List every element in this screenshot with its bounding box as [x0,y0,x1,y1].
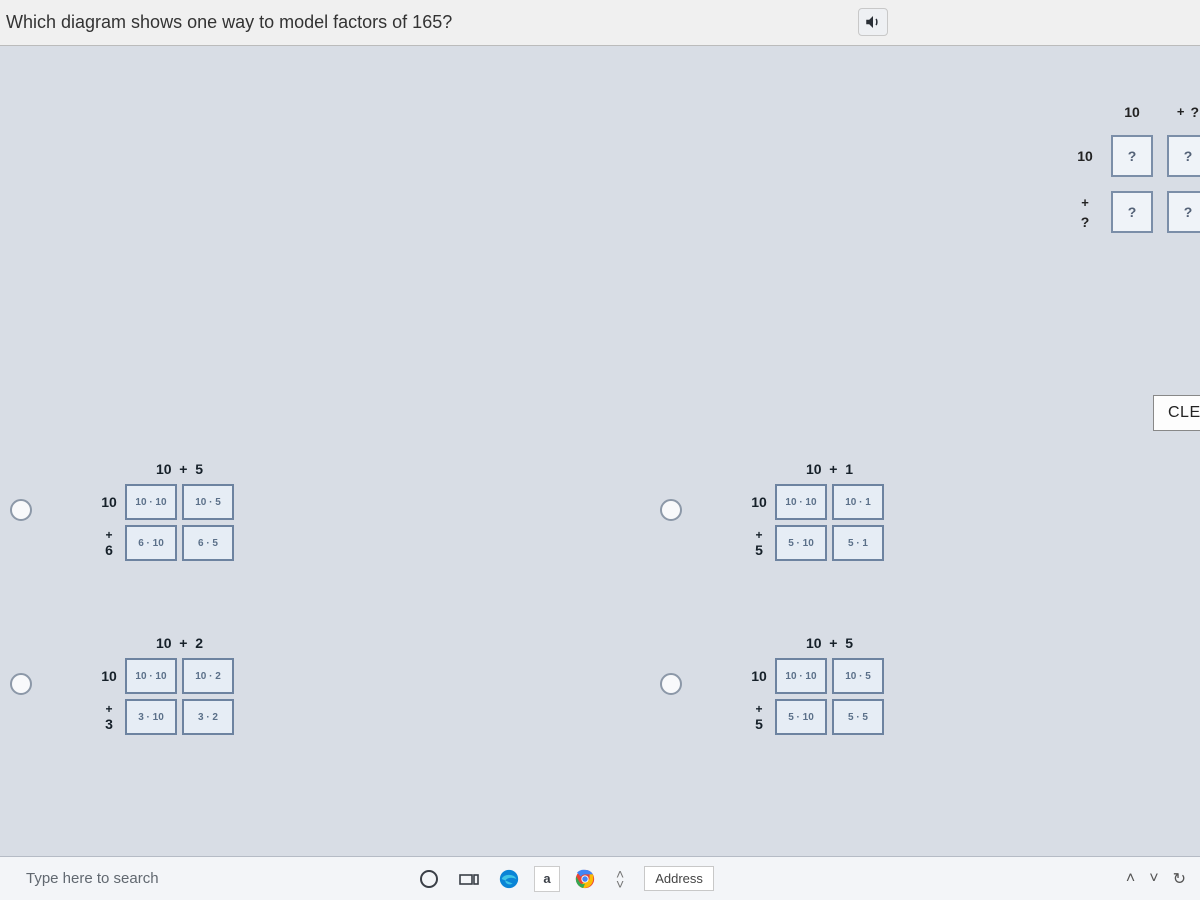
ref-cell[interactable]: ? [1111,135,1153,177]
speaker-icon[interactable] [858,8,888,36]
radio-a[interactable] [10,499,32,521]
option-a[interactable]: 10 + 5 10 10 · 10 10 · 5 +6 6 · 10 6 · 5 [10,458,650,562]
radio-d[interactable] [660,673,682,695]
task-view-icon[interactable] [454,864,484,894]
ref-row-b: ? [1081,214,1090,230]
option-c[interactable]: 10 + 2 10 10 · 10 10 · 2 +3 3 · 10 3 · 2 [10,632,650,736]
search-input[interactable]: Type here to search [14,864,334,893]
chevron-down-icon[interactable]: ˅ [1149,870,1158,888]
clear-button[interactable]: CLEAR [1153,395,1200,431]
chrome-icon[interactable] [570,864,600,894]
edge-icon[interactable] [494,864,524,894]
scroll-arrows[interactable]: ˄˅ [616,869,624,889]
radio-c[interactable] [10,673,32,695]
reference-model: 10 +? 10 ? ? +? ? ? [1070,100,1200,236]
ref-col-a: 10 [1124,104,1140,120]
area-model-d: 10 + 5 10 10 · 10 10 · 5 +5 5 · 10 5 · 5 [747,632,885,736]
option-d[interactable]: 10 + 5 10 10 · 10 10 · 5 +5 5 · 10 5 · 5 [660,632,885,736]
area-model-a: 10 + 5 10 10 · 10 10 · 5 +6 6 · 10 6 · 5 [97,458,235,562]
chevron-up-icon[interactable]: ˄ [1126,870,1135,888]
ref-cell[interactable]: ? [1111,191,1153,233]
answer-choices: 10 + 5 10 10 · 10 10 · 5 +6 6 · 10 6 · 5… [0,458,1200,806]
ref-row-a: 10 [1077,148,1093,164]
refresh-icon[interactable]: ↻ [1173,869,1186,889]
area-model-b: 10 + 1 10 10 · 10 10 · 1 +5 5 · 10 5 · 1 [747,458,885,562]
taskbar: Type here to search a ˄˅ Address ˄ ˅ ↻ [0,856,1200,900]
radio-b[interactable] [660,499,682,521]
option-b[interactable]: 10 + 1 10 10 · 10 10 · 1 +5 5 · 10 5 · 1 [660,458,885,562]
app-a-icon[interactable]: a [534,866,560,892]
question-text: Which diagram shows one way to model fac… [0,0,1200,46]
ref-cell[interactable]: ? [1167,191,1200,233]
audio-icon [864,13,882,31]
ref-cell[interactable]: ? [1167,135,1200,177]
area-model-c: 10 + 2 10 10 · 10 10 · 2 +3 3 · 10 3 · 2 [97,632,235,736]
ref-col-b: ? [1191,104,1200,120]
address-box[interactable]: Address [644,866,714,891]
cortana-icon[interactable] [414,864,444,894]
